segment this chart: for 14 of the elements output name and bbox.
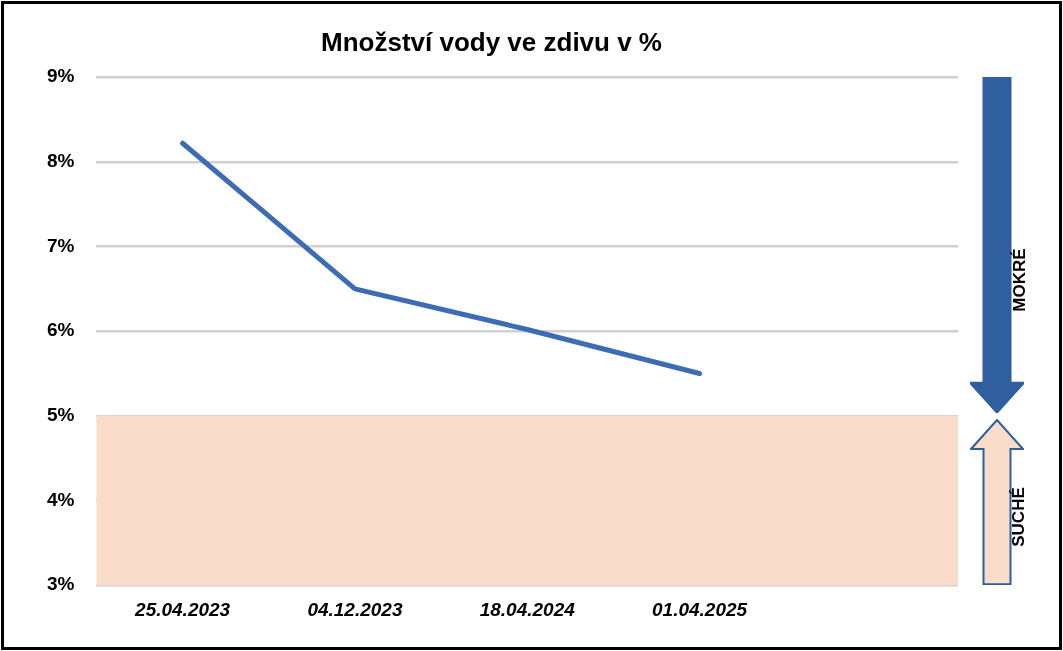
y-tick-label: 8%	[46, 150, 75, 172]
chart-title: Množství vody ve zdivu v %	[321, 26, 662, 57]
y-tick-label: 3%	[46, 573, 75, 595]
text: MOKRÉ	[1009, 248, 1030, 313]
y-tick-label: 6%	[46, 319, 75, 341]
x-tick-label: 04.12.2023	[307, 598, 403, 620]
text: SUCHÉ	[1008, 487, 1029, 548]
x-tick-label: 18.04.2024	[479, 598, 576, 620]
x-tick-label: 25.04.2023	[134, 598, 231, 620]
x-tick-label: 01.04.2025	[651, 598, 748, 620]
y-tick-label: 5%	[46, 404, 75, 426]
y-tick-label: 9%	[46, 65, 75, 87]
y-tick-label: 4%	[46, 488, 75, 510]
y-tick-label: 7%	[46, 234, 75, 256]
